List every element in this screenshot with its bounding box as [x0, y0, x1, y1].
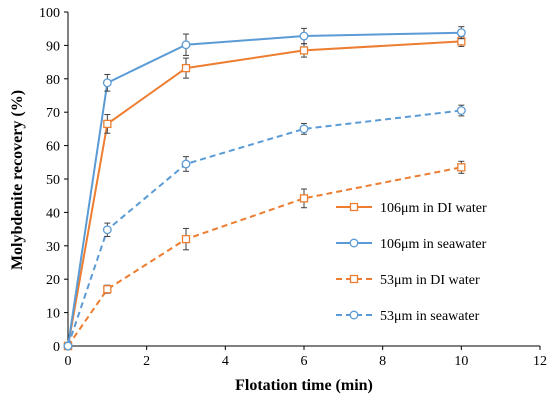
data-point	[103, 285, 112, 294]
legend-label: 106μm in DI water	[380, 201, 487, 216]
data-point	[103, 119, 112, 129]
legend-label: 53μm in seawater	[380, 309, 480, 324]
y-axis-title: Molybdenite recovery (%)	[9, 90, 26, 270]
series-line	[67, 31, 462, 347]
y-tick-label: 60	[46, 140, 60, 155]
axes: 0 10 20 30 40 50 60 70 80 90 100 0 2 4 6 8 10 12	[39, 6, 547, 369]
data-point	[181, 63, 191, 73]
data-point	[299, 194, 309, 203]
data-point	[457, 163, 466, 172]
y-tick-label: 10	[46, 307, 60, 322]
x-tick-label: 6	[301, 354, 308, 369]
legend-label: 53μm in DI water	[380, 273, 480, 288]
series-1	[63, 35, 466, 351]
data-point	[181, 234, 191, 244]
legend: 106μm in DI water 106μm in seawater 53μm i…	[336, 201, 487, 324]
series-layer	[63, 26, 466, 351]
legend-item: 53μm in DI water	[336, 273, 480, 288]
legend-swatch-marker	[349, 202, 359, 212]
legend-swatch-marker	[349, 238, 359, 248]
data-point	[181, 40, 191, 50]
x-tick-label: 2	[143, 354, 150, 369]
x-tick-label: 8	[379, 354, 386, 369]
data-point	[299, 46, 309, 55]
x-tick-label: 10	[454, 354, 468, 369]
data-point	[299, 31, 309, 41]
x-axis-title: Flotation time (min)	[235, 377, 373, 394]
data-point	[456, 28, 466, 38]
y-tick-label: 90	[46, 39, 60, 54]
y-tick-label: 80	[46, 73, 60, 88]
data-point	[63, 341, 73, 351]
data-point	[102, 78, 112, 88]
legend-label: 106μm in seawater	[380, 237, 487, 252]
legend-item: 106μm in DI water	[336, 201, 487, 216]
data-point	[181, 159, 191, 169]
data-point	[299, 124, 309, 134]
series-line	[67, 40, 462, 347]
x-tick-label: 0	[65, 354, 72, 369]
legend-swatch-marker	[349, 310, 359, 320]
y-tick-label: 70	[46, 106, 60, 121]
x-tick-label: 4	[222, 354, 229, 369]
y-tick-label: 100	[39, 6, 60, 21]
y-tick-label: 30	[46, 240, 60, 255]
legend-item: 53μm in seawater	[336, 309, 480, 324]
y-tick-label: 20	[46, 273, 60, 288]
series-4	[63, 104, 466, 351]
data-point	[456, 106, 466, 115]
data-point	[102, 225, 112, 235]
series-2	[63, 26, 466, 351]
legend-item: 106μm in seawater	[336, 237, 487, 252]
y-tick-label: 50	[46, 173, 60, 188]
legend-swatch-marker	[349, 274, 359, 284]
x-tick-label: 12	[533, 354, 547, 369]
y-tick-label: 0	[53, 340, 60, 355]
y-tick-label: 40	[46, 206, 60, 221]
